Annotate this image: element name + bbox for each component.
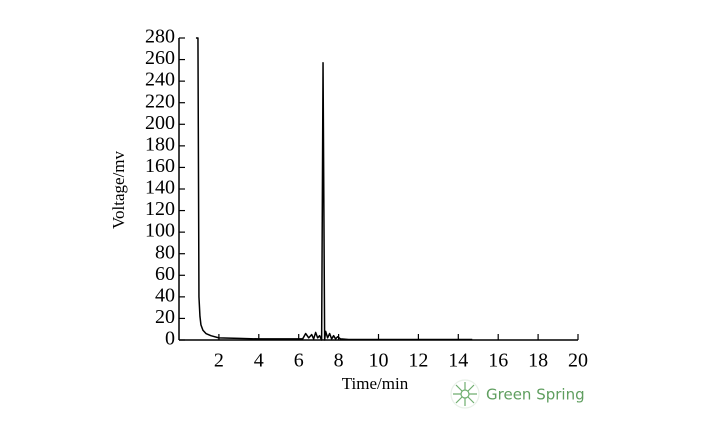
y-tick-label: 220 [145,90,175,112]
y-tick-label: 0 [165,328,175,350]
x-tick-label: 10 [369,350,389,372]
y-tick-label: 280 [145,26,175,48]
x-tick-label: 8 [334,350,344,372]
y-tick-label: 240 [145,69,175,91]
x-tick-label: 18 [528,350,548,372]
y-tick-label: 180 [145,133,175,155]
x-axis-label: Time/min [342,374,409,393]
x-tick-label: 6 [294,350,304,372]
y-tick-label: 200 [145,112,175,134]
y-tick-label: 100 [145,220,175,242]
y-tick-label: 140 [145,177,175,199]
x-tick-label: 14 [448,350,468,372]
y-tick-label: 120 [145,198,175,220]
trace-line [195,37,473,341]
watermark: Green Spring [486,386,585,404]
y-tick-label: 40 [155,284,175,306]
y-axis-label: Voltage/mv [109,150,128,229]
x-tick-label: 4 [254,350,264,372]
y-tick-label: 60 [155,263,175,285]
x-tick-label: 12 [408,350,428,372]
y-tick-label: 260 [145,47,175,69]
watermark-icon [450,379,480,409]
x-tick-label: 20 [568,350,588,372]
y-tick-label: 20 [155,306,175,328]
y-tick-label: 160 [145,155,175,177]
x-tick-label: 2 [214,350,224,372]
y-tick-label: 80 [155,241,175,263]
x-tick-label: 16 [488,350,508,372]
